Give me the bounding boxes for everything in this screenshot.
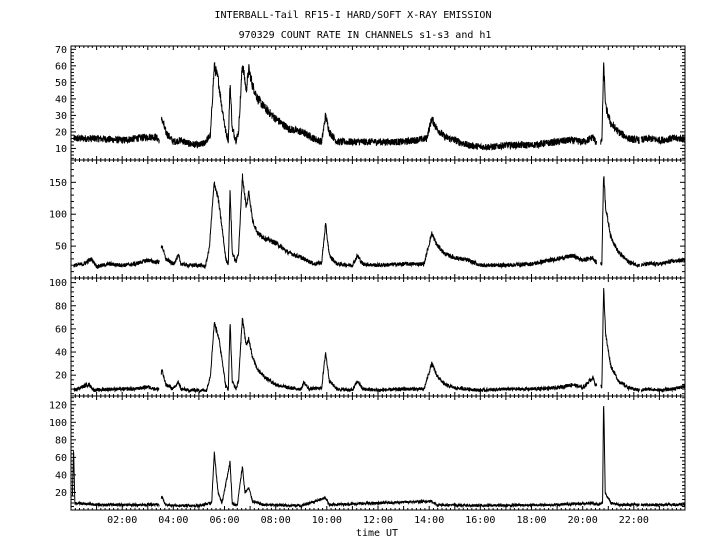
y-tick-label: 60: [55, 453, 67, 464]
plot-panels: 10 20 30 40 50 60 70 50 100 150 20 40 60 80 100 20 40 60 8…: [49, 45, 686, 511]
panel-frame-2: [70, 159, 686, 279]
count-rate-trace-3: [73, 287, 686, 394]
y-tick-label: 150: [49, 178, 67, 189]
y-tick-label: 100: [49, 278, 67, 289]
x-tick-label: 08:00: [261, 515, 291, 526]
panel-1: 10 20 30 40 50 60 70: [55, 45, 686, 161]
y-tick-label: 10: [55, 144, 67, 155]
x-tick-label: 10:00: [312, 515, 342, 526]
y-tick-label: 40: [55, 348, 67, 359]
y-tick-label: 80: [55, 301, 67, 312]
figure-title: INTERBALL-Tail RF15-I HARD/SOFT X-RAY EM…: [215, 10, 492, 21]
x-axis-label: time UT: [356, 528, 398, 539]
x-tick-label: 14:00: [414, 515, 444, 526]
y-tick-label: 40: [55, 94, 67, 105]
count-rate-trace-1: [73, 62, 686, 152]
panel-frame-4: [70, 395, 686, 511]
panel-3: 20 40 60 80 100: [49, 277, 686, 397]
x-tick-label: 06:00: [209, 515, 239, 526]
y-tick-label: 70: [55, 45, 67, 56]
y-tick-label: 50: [55, 78, 67, 89]
x-tick-label: 16:00: [465, 515, 495, 526]
x-tick-label: 02:00: [107, 515, 137, 526]
panel-2: 50 100 150: [49, 159, 686, 279]
y-tick-label: 20: [55, 127, 67, 138]
y-tick-label: 100: [49, 210, 67, 221]
y-tick-label: 60: [55, 324, 67, 335]
panel-4: 20 40 60 80 100 120: [49, 395, 686, 511]
y-tick-label: 50: [55, 242, 67, 253]
y-tick-label: 120: [49, 400, 67, 411]
figure-subtitle: 970329 COUNT RATE IN CHANNELS s1-s3 and …: [239, 30, 492, 41]
y-tick-label: 30: [55, 111, 67, 122]
y-tick-label: 40: [55, 470, 67, 481]
x-tick-label: 20:00: [568, 515, 598, 526]
y-tick-label: 100: [49, 418, 67, 429]
x-tick-label: 12:00: [363, 515, 393, 526]
y-tick-label: 80: [55, 435, 67, 446]
count-rate-trace-2: [73, 173, 686, 270]
y-tick-label: 60: [55, 61, 67, 72]
x-axis-tick-labels: 02:00 04:00 06:00 08:00 10:00 12:00 14:00 16:00…: [107, 515, 649, 526]
x-tick-label: 04:00: [158, 515, 188, 526]
x-tick-label: 22:00: [619, 515, 649, 526]
y-tick-label: 20: [55, 488, 67, 499]
count-rate-trace-4: [71, 405, 686, 509]
x-tick-label: 18:00: [516, 515, 546, 526]
y-tick-label: 20: [55, 371, 67, 382]
